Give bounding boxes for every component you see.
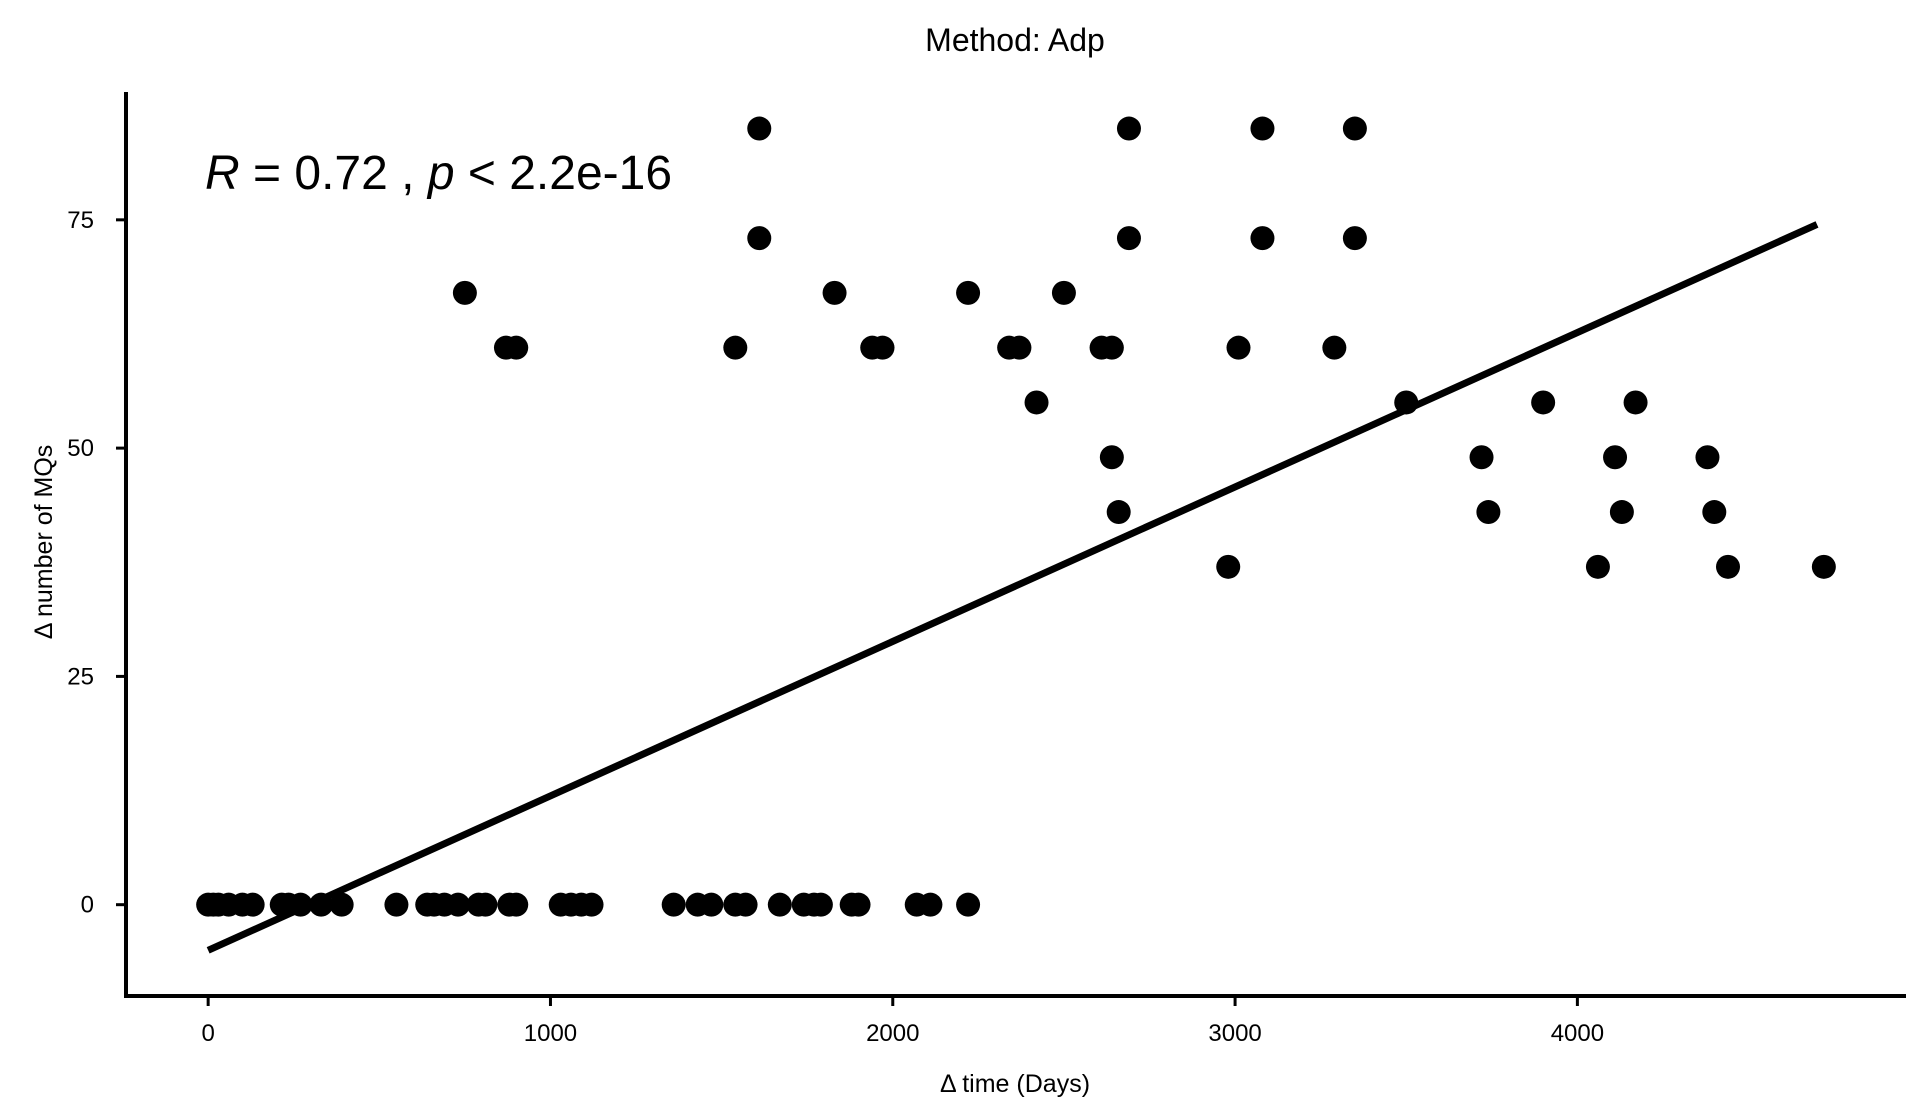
- y-tick-label: 0: [81, 892, 94, 919]
- data-point: [1623, 390, 1648, 415]
- x-ticks: 0 1000 2000 3000 4000: [201, 996, 1604, 1047]
- data-point: [446, 892, 471, 917]
- data-point: [1007, 335, 1032, 360]
- data-point: [1024, 390, 1049, 415]
- data-point: [723, 335, 748, 360]
- data-point: [1116, 226, 1141, 251]
- x-tick-label: 3000: [1208, 1020, 1261, 1047]
- data-point: [1585, 554, 1610, 579]
- data-point: [1342, 116, 1367, 141]
- data-point: [918, 892, 943, 917]
- annotation-part: p: [426, 147, 455, 200]
- x-tick-label: 4000: [1551, 1020, 1604, 1047]
- axes: [124, 92, 1906, 998]
- data-point: [1226, 335, 1251, 360]
- data-point: [767, 892, 792, 917]
- x-tick-label: 1000: [524, 1020, 577, 1047]
- data-point: [1476, 500, 1501, 525]
- data-point: [1695, 445, 1720, 470]
- data-point: [473, 892, 498, 917]
- y-axis-title: Δ number of MQs: [30, 445, 58, 640]
- data-point: [1106, 500, 1131, 525]
- data-point: [808, 892, 833, 917]
- data-point: [1216, 554, 1241, 579]
- chart-title: Method: Adp: [925, 22, 1105, 58]
- x-tick-label: 2000: [866, 1020, 919, 1047]
- data-point: [504, 892, 529, 917]
- data-point: [1716, 554, 1740, 579]
- y-tick-label: 75: [67, 207, 94, 234]
- correlation-annotation: R = 0.72 , p < 2.2e-16: [205, 147, 672, 200]
- data-point: [504, 335, 529, 360]
- data-point: [1322, 335, 1347, 360]
- data-point: [1099, 445, 1124, 470]
- data-point: [661, 892, 686, 917]
- data-point: [1609, 500, 1634, 525]
- data-point: [240, 892, 265, 917]
- y-tick-label: 50: [67, 435, 94, 462]
- data-point: [699, 892, 724, 917]
- data-point: [1702, 500, 1727, 525]
- annotation-part: =: [240, 147, 295, 200]
- data-point: [846, 892, 871, 917]
- data-point: [747, 116, 772, 141]
- y-tick-label: 25: [67, 663, 94, 690]
- data-point: [870, 335, 895, 360]
- data-point: [747, 226, 772, 251]
- data-point: [1531, 390, 1556, 415]
- x-axis-title: Δ time (Days): [940, 1070, 1090, 1098]
- annotation-part: 0.72: [294, 147, 387, 200]
- data-point: [384, 892, 409, 917]
- regression-line: [206, 221, 1819, 954]
- data-point: [329, 892, 354, 917]
- data-point: [1051, 280, 1076, 305]
- data-point: [579, 892, 604, 917]
- data-point: [1116, 116, 1141, 141]
- annotation-part: R: [205, 147, 240, 200]
- data-points: [196, 116, 1836, 917]
- data-point: [1603, 445, 1628, 470]
- y-ticks: 0 25 50 75: [67, 207, 126, 919]
- annotation-part: <: [455, 147, 510, 200]
- data-point: [1250, 116, 1275, 141]
- data-point: [1250, 226, 1275, 251]
- data-point: [1811, 554, 1836, 579]
- data-point: [956, 892, 981, 917]
- data-point: [452, 280, 477, 305]
- annotation-part: 2.2e-16: [509, 147, 672, 200]
- x-tick-label: 0: [201, 1020, 214, 1047]
- data-point: [1342, 226, 1367, 251]
- data-point: [733, 892, 758, 917]
- data-point: [822, 280, 847, 305]
- annotation-part: ,: [388, 147, 428, 200]
- data-point: [1469, 445, 1494, 470]
- data-point: [956, 280, 981, 305]
- data-point: [1099, 335, 1124, 360]
